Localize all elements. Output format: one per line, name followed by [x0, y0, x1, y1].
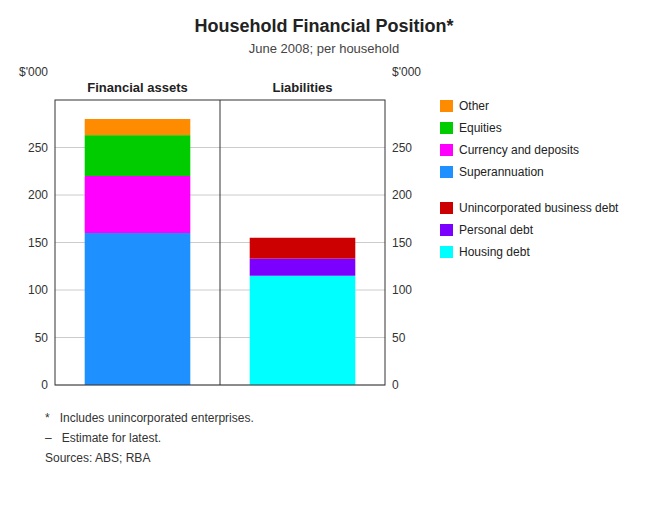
- plot-frame: [55, 100, 385, 385]
- y2-tick-label: 250: [392, 141, 412, 155]
- legend-swatch: [440, 100, 453, 112]
- subtitle: June 2008; per household: [249, 41, 399, 56]
- background: [0, 0, 648, 521]
- legend-swatch: [440, 246, 453, 258]
- footnote: – Estimate for latest.: [45, 431, 161, 445]
- y2-tick-label: 0: [392, 378, 399, 392]
- legend-label: Unincorporated business debt: [459, 201, 619, 215]
- bar-segment: [85, 233, 191, 385]
- chart: Household Financial Position* June 2008; …: [0, 0, 648, 521]
- y-tick-label: 250: [28, 141, 48, 155]
- y2-tick-label: 50: [392, 331, 406, 345]
- legend-swatch: [440, 122, 453, 134]
- title: Household Financial Position*: [194, 16, 453, 36]
- frame: [55, 100, 385, 385]
- bar-segment: [250, 259, 356, 276]
- y2-axis-label: $'000: [392, 65, 421, 79]
- legend-swatch: [440, 144, 453, 156]
- legend-swatch: [440, 166, 453, 178]
- legend-label: Currency and deposits: [459, 143, 579, 157]
- y2-tick-label: 200: [392, 188, 412, 202]
- y-tick-label: 200: [28, 188, 48, 202]
- bar-segment: [250, 238, 356, 259]
- legend-label: Personal debt: [459, 223, 534, 237]
- y2-tick-label: 100: [392, 283, 412, 297]
- bar-segment: [85, 119, 191, 135]
- footnote: * Includes unincorporated enterprises.: [45, 411, 254, 425]
- y-tick-label: 150: [28, 236, 48, 250]
- legend-label: Superannuation: [459, 165, 544, 179]
- bar-segment: [85, 176, 191, 233]
- legend-swatch: [440, 224, 453, 236]
- legend-label: Other: [459, 99, 489, 113]
- bar-segment: [85, 135, 191, 176]
- legend-label: Equities: [459, 121, 502, 135]
- y-tick-label: 50: [35, 331, 49, 345]
- legend-label: Housing debt: [459, 245, 530, 259]
- legend: Other Equities Currency and deposits Supera…: [440, 99, 619, 259]
- bar-segment: [250, 276, 356, 385]
- category-label: Financial assets: [87, 80, 187, 95]
- footnote: Sources: ABS; RBA: [45, 451, 150, 465]
- y2-tick-label: 150: [392, 236, 412, 250]
- y-tick-label: 0: [41, 378, 48, 392]
- category-divider: [220, 100, 221, 385]
- legend-swatch: [440, 202, 453, 214]
- y-tick-label: 100: [28, 283, 48, 297]
- y-axis-label: $'000: [19, 65, 48, 79]
- category-label: Liabilities: [273, 80, 333, 95]
